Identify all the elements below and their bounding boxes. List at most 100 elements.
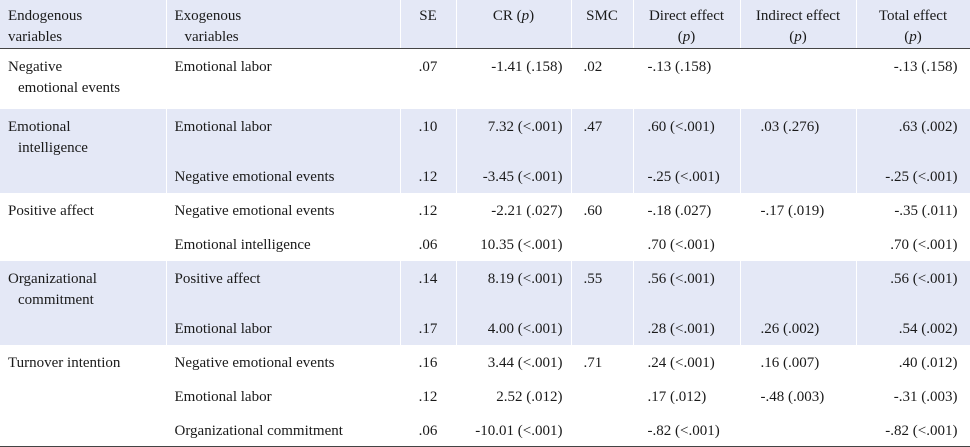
cell-exogenous: Emotional labor (166, 48, 401, 109)
cell-indirect (740, 226, 857, 261)
table-row: Positive affect Negative emotional event… (0, 192, 970, 227)
endo-line1: Negative (8, 59, 63, 75)
cell-se: .12 (400, 158, 457, 193)
cell-indirect: -.17 (.019) (740, 192, 857, 227)
header-row: Endogenous variables Exogenous variables… (0, 0, 970, 49)
cell-se: .06 (400, 412, 457, 447)
cell-se: .06 (400, 226, 457, 261)
endo-line2: intelligence (18, 139, 88, 156)
cell-direct: -.25 (<.001) (633, 158, 741, 193)
header-indirect-p: p (794, 29, 802, 45)
cell-exogenous: Positive affect (166, 260, 401, 311)
cell-endogenous: Turnover intention (0, 344, 167, 379)
cell-cr: 2.52 (.012) (456, 378, 572, 413)
table-row: Organizational commitment Positive affect… (0, 260, 970, 311)
cell-endogenous (0, 310, 167, 345)
cell-total: .56 (<.001) (856, 260, 970, 311)
cell-total: -.35 (.011) (856, 192, 970, 227)
cell-cr: 8.19 (<.001) (456, 260, 572, 311)
cell-total: .70 (<.001) (856, 226, 970, 261)
header-total: Total effect (p) (856, 0, 970, 49)
cell-indirect (740, 260, 857, 311)
cell-cr: -1.41 (.158) (456, 48, 572, 109)
cell-cr: -3.45 (<.001) (456, 158, 572, 193)
cell-endogenous (0, 158, 167, 193)
cell-se: .16 (400, 344, 457, 379)
header-cr-label: CR (492, 8, 513, 24)
cell-direct: -.18 (.027) (633, 192, 741, 227)
cell-exogenous: Organizational commitment (166, 412, 401, 447)
cell-exogenous: Emotional labor (166, 108, 401, 159)
cell-cr: 10.35 (<.001) (456, 226, 572, 261)
cell-direct: .56 (<.001) (633, 260, 741, 311)
table-row: Organizational commitment .06 -10.01 (<.… (0, 412, 970, 447)
endo-line2: emotional events (18, 80, 121, 96)
cell-total: .40 (.012) (856, 344, 970, 379)
cell-direct: .24 (<.001) (633, 344, 741, 379)
cell-cr: -10.01 (<.001) (456, 412, 572, 447)
cell-direct: .70 (<.001) (633, 226, 741, 261)
cell-direct: -.82 (<.001) (633, 412, 741, 447)
cell-exogenous: Negative emotional events (166, 344, 401, 379)
header-exogenous-line1: Exogenous (174, 8, 242, 24)
cell-exogenous: Negative emotional events (166, 158, 401, 193)
header-smc-label: SMC (586, 8, 618, 24)
cell-se: .12 (400, 378, 457, 413)
cell-total: .63 (.002) (856, 108, 970, 159)
cell-indirect: .03 (.276) (740, 108, 857, 159)
header-indirect: Indirect effect (p) (740, 0, 857, 49)
header-direct: Direct effect (p) (633, 0, 741, 49)
cell-indirect (740, 412, 857, 447)
header-exogenous-line2: variables (184, 29, 239, 45)
cell-smc: .55 (571, 260, 634, 311)
endo-line2: commitment (18, 291, 94, 308)
header-direct-p: p (682, 29, 691, 45)
cell-se: .10 (400, 108, 457, 159)
cell-endogenous: Emotional intelligence (0, 108, 167, 159)
cell-direct: .17 (.012) (633, 378, 741, 413)
cell-se: .12 (400, 192, 457, 227)
cell-total: -.25 (<.001) (856, 158, 970, 193)
endo-line1: Emotional (8, 118, 71, 135)
header-direct-label: Direct effect (648, 8, 725, 24)
cell-smc: .47 (571, 108, 634, 159)
header-endogenous: Endogenous variables (0, 0, 167, 49)
cell-smc: .71 (571, 344, 634, 379)
cell-exogenous: Emotional labor (166, 310, 401, 345)
cell-cr: 4.00 (<.001) (456, 310, 572, 345)
cell-total: .54 (.002) (856, 310, 970, 345)
cell-endogenous (0, 412, 167, 447)
endo-line1: Organizational (8, 270, 97, 287)
cell-se: .14 (400, 260, 457, 311)
header-exogenous: Exogenous variables (166, 0, 401, 49)
cell-indirect: -.48 (.003) (740, 378, 857, 413)
header-cr: CR (p) (456, 0, 572, 49)
cell-indirect: .26 (.002) (740, 310, 857, 345)
cell-cr: -2.21 (.027) (456, 192, 572, 227)
cell-indirect (740, 48, 857, 109)
cell-direct: .28 (<.001) (633, 310, 741, 345)
table-row: Emotional labor .12 2.52 (.012) .17 (.01… (0, 378, 970, 413)
cell-exogenous: Emotional labor (166, 378, 401, 413)
cell-total: -.82 (<.001) (856, 412, 970, 447)
cell-total: -.31 (.003) (856, 378, 970, 413)
cell-direct: .60 (<.001) (633, 108, 741, 159)
cell-smc (571, 158, 634, 193)
cell-smc (571, 310, 634, 345)
cell-indirect (740, 158, 857, 193)
table-row: Emotional intelligence .06 10.35 (<.001)… (0, 226, 970, 261)
cell-se: .17 (400, 310, 457, 345)
cell-exogenous: Negative emotional events (166, 192, 401, 227)
cell-indirect: .16 (.007) (740, 344, 857, 379)
header-indirect-label: Indirect effect (755, 8, 841, 24)
table-row: Negative emotional events Emotional labor… (0, 48, 970, 109)
cell-cr: 3.44 (<.001) (456, 344, 572, 379)
cell-total: -.13 (.158) (856, 48, 970, 109)
cell-se: .07 (400, 48, 457, 109)
cell-smc: .02 (571, 48, 634, 109)
cell-exogenous: Emotional intelligence (166, 226, 401, 261)
header-endogenous-line2: variables (8, 29, 63, 45)
cell-smc (571, 226, 634, 261)
cell-endogenous: Negative emotional events (0, 48, 167, 109)
